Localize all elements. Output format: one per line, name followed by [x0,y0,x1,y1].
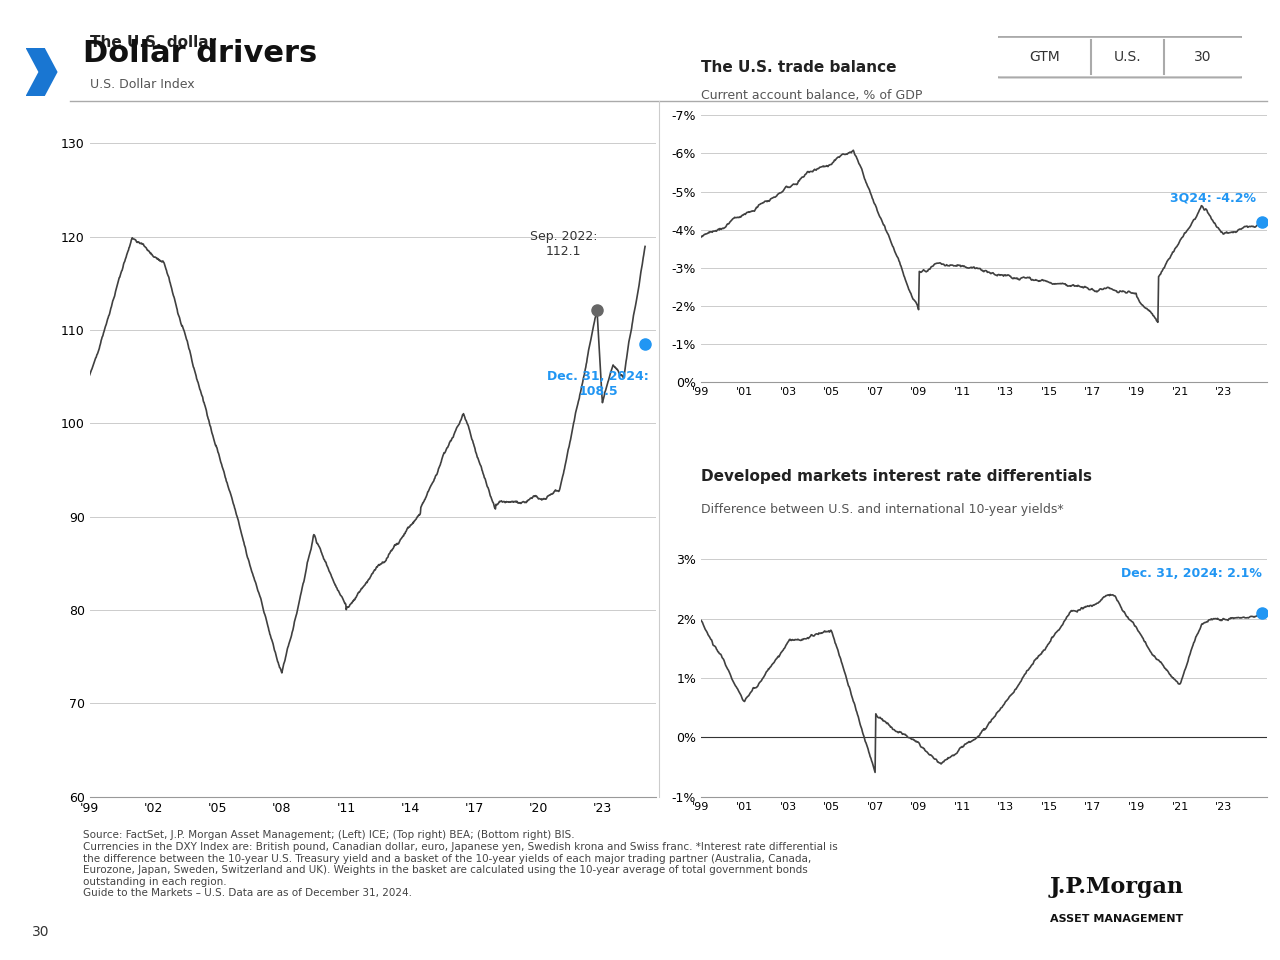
Text: Economy: Economy [22,531,36,602]
Text: Sep. 2022:
112.1: Sep. 2022: 112.1 [530,230,598,258]
Text: Dollar drivers: Dollar drivers [83,39,317,68]
Text: The U.S. trade balance: The U.S. trade balance [701,60,896,76]
Text: Difference between U.S. and international 10-year yields*: Difference between U.S. and internationa… [701,503,1064,516]
Text: Dec. 31, 2024: 2.1%: Dec. 31, 2024: 2.1% [1120,567,1261,580]
Text: 30: 30 [1194,50,1211,64]
FancyBboxPatch shape [996,36,1244,78]
Text: ASSET MANAGEMENT: ASSET MANAGEMENT [1050,914,1183,924]
Text: J.P.Morgan: J.P.Morgan [1050,876,1184,898]
Text: U.S.: U.S. [1114,50,1140,64]
Text: 3Q24: -4.2%: 3Q24: -4.2% [1170,191,1256,204]
Text: Dec. 31, 2024:
108.5: Dec. 31, 2024: 108.5 [547,371,649,398]
Polygon shape [26,48,58,96]
Text: The U.S. dollar: The U.S. dollar [90,35,216,50]
Text: Current account balance, % of GDP: Current account balance, % of GDP [701,89,923,102]
Text: Source: FactSet, J.P. Morgan Asset Management; (Left) ICE; (Top right) BEA; (Bot: Source: FactSet, J.P. Morgan Asset Manag… [83,830,838,899]
Text: Developed markets interest rate differentials: Developed markets interest rate differen… [701,469,1092,485]
Text: 30: 30 [32,925,50,939]
Text: U.S. Dollar Index: U.S. Dollar Index [90,78,195,91]
Text: GTM: GTM [1029,50,1060,64]
